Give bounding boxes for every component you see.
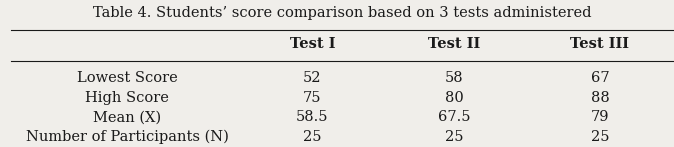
Text: 88: 88 <box>590 91 609 105</box>
Text: 75: 75 <box>303 91 321 105</box>
Text: 58.5: 58.5 <box>296 110 328 125</box>
Text: Table 4. Students’ score comparison based on 3 tests administered: Table 4. Students’ score comparison base… <box>93 6 591 20</box>
Text: Test I: Test I <box>290 37 335 51</box>
Text: Number of Participants (N): Number of Participants (N) <box>26 130 228 145</box>
Text: Lowest Score: Lowest Score <box>77 71 177 85</box>
Text: 25: 25 <box>303 130 321 144</box>
Text: 67.5: 67.5 <box>438 110 470 125</box>
Text: 25: 25 <box>590 130 609 144</box>
Text: Mean (X): Mean (X) <box>93 110 161 125</box>
Text: 79: 79 <box>590 110 609 125</box>
Text: 58: 58 <box>445 71 464 85</box>
Text: 25: 25 <box>445 130 464 144</box>
Text: Test III: Test III <box>570 37 630 51</box>
Text: 52: 52 <box>303 71 321 85</box>
Text: 67: 67 <box>590 71 609 85</box>
Text: High Score: High Score <box>85 91 169 105</box>
Text: 80: 80 <box>445 91 464 105</box>
Text: Test II: Test II <box>428 37 481 51</box>
